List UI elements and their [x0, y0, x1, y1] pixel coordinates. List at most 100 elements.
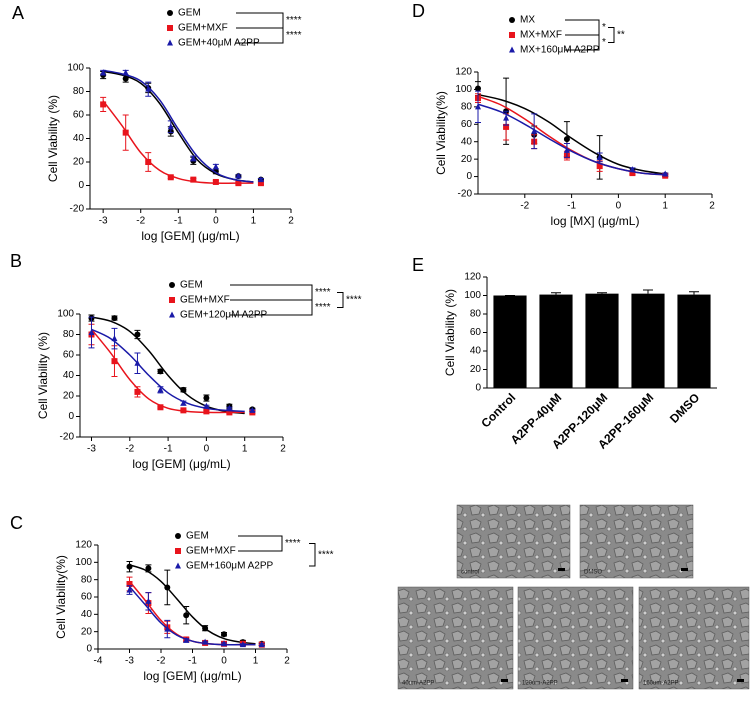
data-point [126, 581, 133, 587]
data-point [164, 625, 171, 632]
data-point [531, 127, 538, 134]
y-tick-label: 100 [67, 63, 84, 74]
y-tick-label: 80 [81, 574, 93, 585]
x-tick-label: 2 [284, 656, 290, 667]
significance-bracket [236, 27, 284, 44]
y-axis-title: Cell Viability (%) [46, 95, 60, 182]
legend-marker [169, 297, 175, 303]
x-tick-label: -1 [174, 216, 183, 227]
y-tick-label: -20 [458, 189, 473, 200]
x-tick-label: DMSO [667, 390, 702, 425]
legend-label: GEM+MXF [186, 546, 236, 557]
legend-marker [509, 46, 515, 53]
micrograph-label: 120um-A2PP [522, 681, 558, 687]
x-tick-label: -3 [87, 444, 96, 455]
data-point [563, 146, 570, 153]
significance-label: ** [617, 30, 625, 41]
data-point [180, 386, 187, 393]
bar [585, 293, 619, 388]
significance-label: **** [315, 287, 331, 298]
data-point [134, 331, 141, 338]
y-tick-label: 20 [81, 626, 93, 637]
y-tick-label: 20 [73, 157, 85, 168]
data-point [503, 123, 510, 130]
data-point [221, 631, 227, 638]
x-tick-label: 1 [251, 216, 257, 227]
y-tick-label: 60 [470, 327, 482, 338]
data-point [212, 178, 219, 185]
x-axis-title: log [GEM] (μg/mL) [141, 229, 239, 243]
data-point [475, 85, 481, 92]
significance-label: * [602, 22, 606, 33]
legend-label: GEM+MXF [180, 295, 230, 306]
scale-bar [501, 679, 508, 682]
significance-bracket [565, 19, 600, 36]
data-point [596, 163, 603, 170]
data-point [662, 170, 669, 177]
significance-bracket [236, 12, 284, 29]
micrograph [638, 586, 750, 690]
significance-bracket [230, 299, 313, 316]
micrograph [517, 586, 634, 690]
legend-marker [169, 311, 175, 318]
y-tick-label: 40 [470, 346, 482, 357]
legend-label: MX [520, 15, 535, 26]
y-tick-label: 60 [461, 119, 473, 130]
legend-label: GEM+40μM A2PP [178, 38, 260, 49]
x-tick-label: Control [478, 390, 518, 430]
data-point [100, 101, 107, 108]
y-tick-label: 0 [475, 383, 481, 394]
y-tick-label: 40 [461, 136, 473, 147]
y-tick-label: -20 [60, 432, 75, 443]
data-point [221, 640, 227, 647]
data-point [122, 75, 129, 82]
significance-bracket [565, 34, 600, 51]
data-point [596, 153, 603, 160]
data-point [235, 180, 242, 187]
y-tick-label: 120 [464, 272, 481, 283]
bar [677, 294, 711, 388]
y-tick-label: 100 [75, 557, 92, 568]
significance-label: **** [315, 302, 331, 313]
micrograph [397, 586, 514, 690]
error-bar [597, 292, 607, 294]
legend-label: MX+160μM A2PP [520, 45, 600, 56]
data-point [203, 395, 210, 402]
data-point [629, 170, 636, 177]
y-tick-label: 120 [75, 540, 92, 551]
data-point [503, 114, 510, 121]
data-point [145, 159, 152, 165]
y-tick-label: 100 [57, 309, 74, 320]
data-point [203, 402, 210, 409]
panel-label: E [412, 255, 424, 275]
significance-bracket [238, 535, 283, 552]
micrograph-label: DMSO [584, 570, 602, 576]
data-point [563, 136, 570, 143]
data-point [258, 641, 265, 648]
panel-label: D [412, 1, 425, 21]
panel-label: C [10, 513, 23, 533]
data-point [167, 123, 174, 130]
data-point [111, 335, 118, 342]
legend-label: GEM [178, 8, 201, 19]
data-point [226, 404, 233, 411]
y-tick-label: 0 [68, 411, 74, 422]
data-point [239, 641, 246, 648]
fit-curve [129, 564, 256, 645]
panel-label: B [10, 251, 22, 271]
y-tick-label: 80 [470, 309, 482, 320]
x-axis-title: log [GEM] (μg/mL) [143, 669, 241, 683]
data-point [190, 176, 197, 183]
y-tick-label: 60 [63, 350, 75, 361]
data-point [88, 328, 95, 335]
data-point [183, 612, 190, 619]
legend-marker [169, 282, 175, 288]
scale-bar [558, 568, 565, 571]
y-tick-label: 20 [461, 154, 473, 165]
data-point [164, 584, 171, 591]
y-tick-label: 0 [466, 171, 472, 182]
micrograph [579, 504, 694, 579]
bar [493, 295, 527, 388]
micrograph-label: 40um-A2PP [402, 681, 434, 687]
